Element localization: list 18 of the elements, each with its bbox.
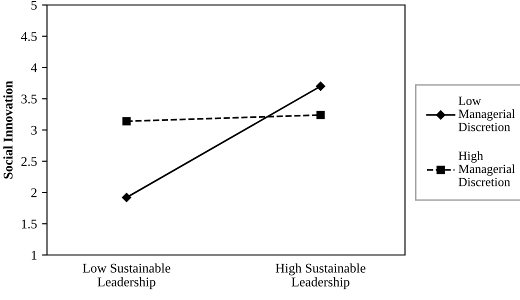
point — [316, 110, 325, 120]
y-tick-label: 3.5 — [21, 94, 37, 104]
y-tick-label: 2 — [31, 188, 37, 198]
y-tick-label: 2.5 — [21, 157, 37, 166]
point — [122, 117, 131, 126]
point — [316, 82, 326, 91]
legend-label: Low Managerial Discretion — [458, 96, 515, 132]
y-tick-label: 5 — [31, 0, 37, 10]
y-tick-label: 4.5 — [21, 32, 37, 42]
y-tick-label: 4 — [30, 63, 38, 72]
point — [122, 192, 132, 202]
x-tick-label: Low Sustainable Leadership — [82, 263, 170, 290]
y-tick-label: 3 — [31, 126, 37, 135]
y-tick-label: 1.5 — [22, 220, 37, 229]
legend-label: High Managerial Discretion — [458, 151, 515, 186]
y-tick-label: 1 — [32, 250, 36, 260]
x-tick-label: High Sustainable Leadership — [276, 263, 366, 290]
y-axis-title: Social Innovation — [3, 80, 13, 179]
